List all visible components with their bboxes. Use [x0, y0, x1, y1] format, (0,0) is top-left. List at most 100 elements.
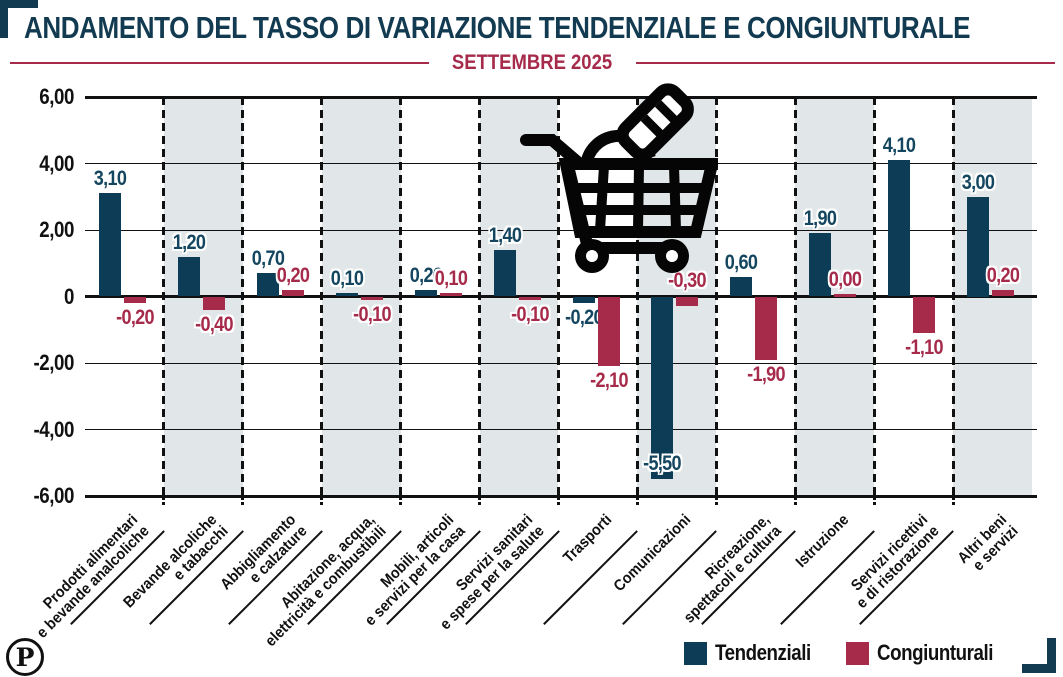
bottom-right-bracket-icon	[1047, 638, 1056, 673]
y-axis-tick-label: -2,00	[33, 350, 74, 375]
bar-tendenziali	[651, 296, 674, 480]
column-separator-dashed-line	[320, 97, 324, 496]
value-label-tendenziali: 0,70	[251, 247, 285, 271]
bar-congiunturali	[992, 289, 1015, 297]
publisher-p-logo: P	[6, 638, 44, 676]
subtitle-rule-right	[635, 62, 1055, 64]
column-separator-dashed-line	[162, 97, 166, 496]
gridline	[85, 429, 1037, 430]
value-label-tendenziali: 1,20	[172, 230, 206, 254]
y-axis-tick-label: 0	[64, 283, 74, 309]
value-label-congiunturali: 0,20	[986, 263, 1020, 287]
legend-swatch-congiunturali	[845, 641, 869, 665]
value-label-tendenziali: 1,90	[804, 207, 837, 231]
subtitle-rule-left	[10, 62, 430, 64]
bar-tendenziali	[809, 233, 832, 297]
gridline	[85, 295, 1037, 298]
y-axis-tick-label: 2,00	[39, 217, 74, 242]
value-label-congiunturali: -0,40	[195, 312, 233, 336]
column-separator-dashed-line	[951, 97, 955, 496]
legend-label-tendenziali: Tendenziali	[714, 640, 811, 665]
x-axis-tick	[635, 496, 639, 505]
value-label-congiunturali: -0,30	[668, 268, 707, 292]
bar-tendenziali	[572, 296, 595, 304]
column-separator-dashed-line	[478, 97, 482, 496]
bar-tendenziali	[335, 293, 358, 297]
bar-tendenziali	[730, 276, 753, 297]
bar-congiunturali	[597, 296, 620, 367]
value-label-tendenziali: -5,50	[643, 452, 682, 476]
y-axis-tick-label: 4,00	[39, 150, 74, 176]
x-axis-tick	[557, 496, 560, 505]
value-label-tendenziali: 3,10	[93, 167, 127, 191]
bar-congiunturali	[755, 296, 778, 360]
value-label-tendenziali: -0,20	[564, 306, 603, 330]
value-label-congiunturali: 0,20	[276, 263, 310, 287]
x-axis-tick	[320, 496, 324, 505]
bar-tendenziali	[414, 289, 437, 297]
publisher-p-logo-letter: P	[15, 642, 35, 672]
y-axis-tick-label: -6,00	[33, 483, 74, 508]
x-axis-tick	[793, 496, 797, 505]
bar-tendenziali	[493, 249, 516, 297]
bottom-right-bracket-icon	[1022, 664, 1056, 673]
legend: Tendenziali Congiunturali	[683, 640, 1013, 666]
top-left-bracket-icon	[0, 0, 8, 38]
column-separator-dashed-line	[635, 97, 639, 496]
bar-congiunturali	[518, 296, 541, 300]
bar-congiunturali	[439, 293, 462, 297]
bar-congiunturali	[360, 296, 383, 300]
legend-item-congiunturali: Congiunturali	[845, 640, 1013, 666]
x-axis-tick	[399, 496, 403, 505]
x-axis-tick	[241, 496, 245, 505]
value-label-congiunturali: -1,10	[905, 336, 944, 360]
y-axis-tick-label: 6,00	[39, 84, 74, 109]
column-separator-dashed-line	[872, 97, 876, 496]
bar-tendenziali	[256, 273, 279, 297]
value-label-congiunturali: 0,00	[829, 267, 862, 291]
x-axis-tick	[872, 496, 876, 505]
value-label-congiunturali: 0,10	[434, 267, 467, 291]
page-title: ANDAMENTO DEL TASSO DI VARIAZIONE TENDEN…	[24, 10, 971, 45]
value-label-tendenziali: 4,10	[882, 134, 916, 158]
value-label-congiunturali: -1,90	[747, 362, 786, 386]
bar-tendenziali	[967, 196, 990, 297]
value-label-congiunturali: -0,10	[352, 302, 391, 326]
value-label-tendenziali: 0,10	[330, 267, 364, 291]
value-label-congiunturali: -0,20	[116, 306, 154, 330]
x-axis-tick	[162, 496, 166, 505]
gridline	[85, 95, 1037, 99]
legend-swatch-tendenziali	[683, 641, 707, 665]
x-axis-tick	[951, 496, 955, 505]
x-axis-tick	[478, 496, 482, 505]
bar-tendenziali	[888, 160, 911, 297]
column-separator-dashed-line	[793, 97, 797, 496]
value-label-congiunturali: -2,10	[589, 369, 628, 393]
legend-item-tendenziali: Tendenziali	[683, 640, 828, 666]
top-left-bracket-icon	[0, 0, 38, 8]
bar-congiunturali	[913, 296, 936, 334]
shopping-cart-icon	[520, 83, 718, 273]
bar-congiunturali	[676, 296, 699, 307]
subtitle-row: SETTEMBRE 2025	[10, 50, 1055, 76]
bar-tendenziali	[99, 193, 121, 297]
bar-congiunturali	[124, 296, 146, 304]
column-separator-dashed-line	[241, 97, 245, 496]
column-separator-dashed-line	[557, 97, 560, 496]
value-label-tendenziali: 1,40	[488, 223, 521, 247]
subtitle: SETTEMBRE 2025	[452, 51, 613, 74]
bar-congiunturali	[202, 296, 225, 310]
value-label-congiunturali: -0,10	[510, 302, 549, 326]
column-separator-dashed-line	[714, 97, 718, 496]
x-axis-tick	[714, 496, 718, 505]
gridline	[85, 362, 1037, 364]
bar-congiunturali	[834, 293, 857, 297]
bar-tendenziali	[177, 256, 200, 297]
value-label-tendenziali: 0,20	[409, 263, 442, 287]
gridline	[85, 229, 1037, 231]
value-label-tendenziali: 0,60	[725, 250, 758, 274]
bar-congiunturali	[281, 289, 304, 297]
value-label-tendenziali: 3,00	[961, 170, 995, 194]
